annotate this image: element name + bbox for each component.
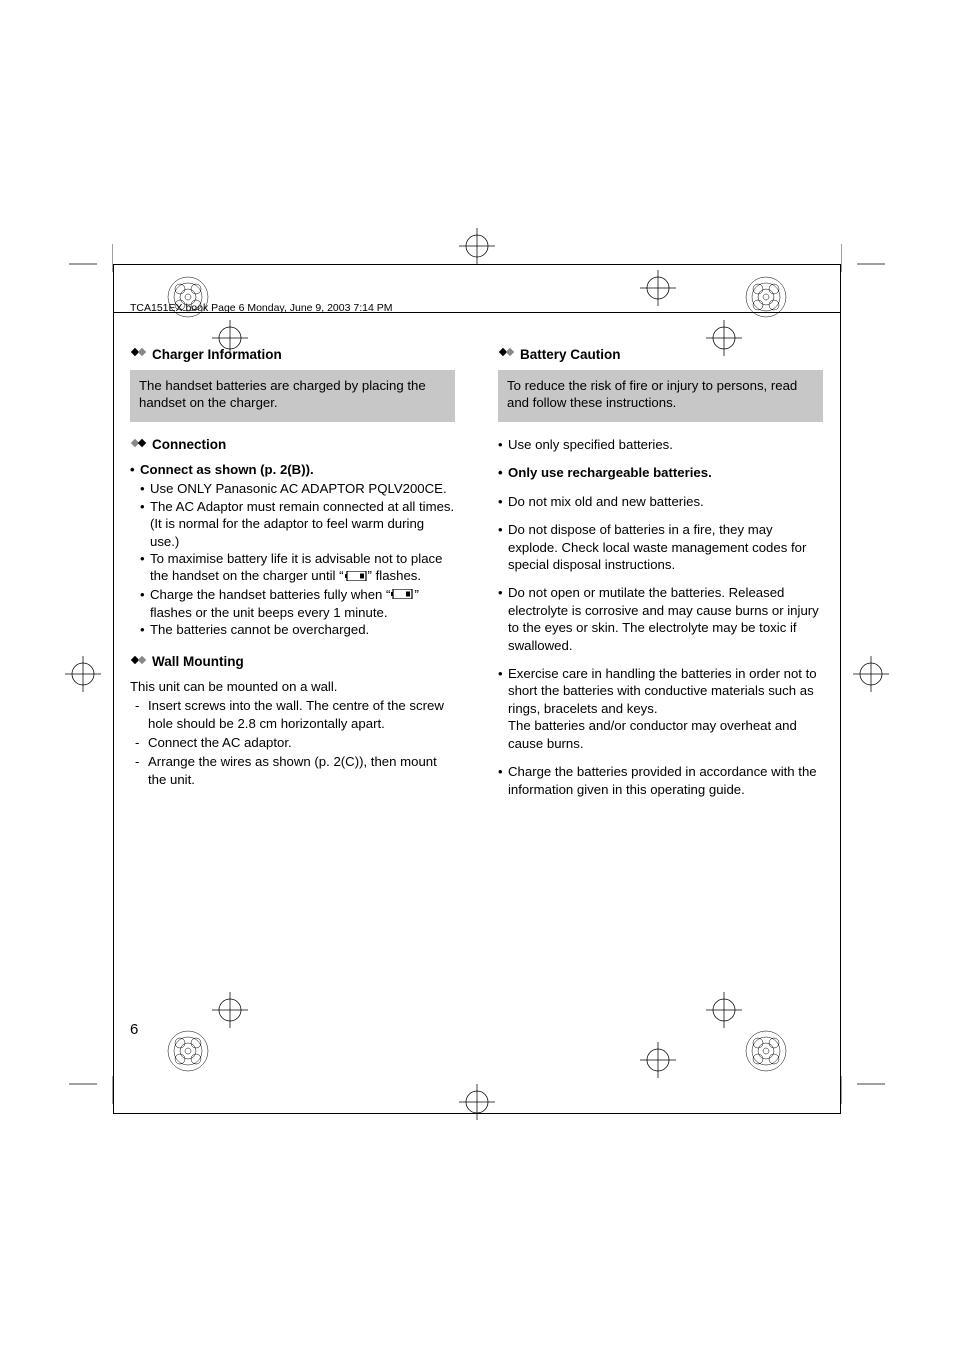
- diamond-bullet-icon: [130, 436, 148, 454]
- battery-item: •Do not dispose of batteries in a fire, …: [498, 521, 823, 573]
- diamond-bullet-icon: [498, 345, 516, 363]
- text: Use only specified batteries.: [508, 436, 823, 453]
- text: Only use rechargeable batteries.: [508, 464, 823, 481]
- callout-battery: To reduce the risk of fire or injury to …: [498, 370, 823, 422]
- list-item: To maximise battery life it is advisable…: [150, 550, 455, 586]
- list-item: The batteries cannot be overcharged.: [150, 621, 455, 638]
- section-title: Charger Information: [152, 347, 282, 362]
- battery-item: •Only use rechargeable batteries.: [498, 464, 823, 481]
- content-columns: Charger Information The handset batterie…: [130, 345, 823, 809]
- section-title: Connection: [152, 437, 226, 452]
- battery-icon: [391, 586, 413, 603]
- list-item: Use ONLY Panasonic AC ADAPTOR PQLV200CE.: [150, 480, 455, 497]
- list-item: Charge the handset batteries fully when …: [150, 586, 455, 622]
- list-item: Connect the AC adaptor.: [148, 734, 455, 751]
- left-column: Charger Information The handset batterie…: [130, 345, 455, 809]
- text: ” flashes.: [368, 568, 422, 583]
- callout-charger: The handset batteries are charged by pla…: [130, 370, 455, 422]
- battery-item: •Exercise care in handling the batteries…: [498, 665, 823, 752]
- connect-lead: •Connect as shown (p. 2(B)).: [130, 461, 455, 478]
- cropmark-tl: [69, 244, 113, 288]
- cropmark-tr: [841, 244, 885, 288]
- cropmark-br: [841, 1060, 885, 1104]
- right-column: Battery Caution To reduce the risk of fi…: [498, 345, 823, 809]
- section-title: Wall Mounting: [152, 654, 244, 669]
- text: Charge the batteries provided in accorda…: [508, 763, 823, 798]
- section-title: Battery Caution: [520, 347, 621, 362]
- section-wall-mounting: Wall Mounting: [130, 653, 455, 671]
- header-rule: [113, 312, 841, 313]
- text: Charge the handset batteries fully when …: [150, 587, 390, 602]
- section-connection: Connection: [130, 436, 455, 454]
- wall-steps: -Insert screws into the wall. The centre…: [130, 697, 455, 788]
- battery-icon: [345, 568, 367, 585]
- section-charger-info: Charger Information: [130, 345, 455, 363]
- page-number: 6: [130, 1021, 138, 1038]
- battery-item: •Charge the batteries provided in accord…: [498, 763, 823, 798]
- battery-item: •Use only specified batteries.: [498, 436, 823, 453]
- regmark-top: [459, 228, 495, 264]
- list-item: The AC Adaptor must remain connected at …: [150, 498, 455, 550]
- cropmark-bl: [69, 1060, 113, 1104]
- list-item: Arrange the wires as shown (p. 2(C)), th…: [148, 753, 455, 788]
- text: Do not mix old and new batteries.: [508, 493, 823, 510]
- list-item: Insert screws into the wall. The centre …: [148, 697, 455, 732]
- battery-item: •Do not open or mutilate the batteries. …: [498, 584, 823, 654]
- connection-list: •Use ONLY Panasonic AC ADAPTOR PQLV200CE…: [130, 480, 455, 638]
- text: Exercise care in handling the batteries …: [508, 665, 823, 752]
- diamond-bullet-icon: [130, 345, 148, 363]
- text: Do not open or mutilate the batteries. R…: [508, 584, 823, 654]
- regmark-left: [65, 656, 101, 692]
- wall-lead: This unit can be mounted on a wall.: [130, 678, 455, 695]
- section-battery-caution: Battery Caution: [498, 345, 823, 363]
- battery-item: •Do not mix old and new batteries.: [498, 493, 823, 510]
- diamond-bullet-icon: [130, 653, 148, 671]
- regmark-right: [853, 656, 889, 692]
- page: TCA151EX.book Page 6 Monday, June 9, 200…: [0, 0, 954, 1351]
- connect-lead-text: Connect as shown (p. 2(B)).: [140, 461, 455, 478]
- text: Do not dispose of batteries in a fire, t…: [508, 521, 823, 573]
